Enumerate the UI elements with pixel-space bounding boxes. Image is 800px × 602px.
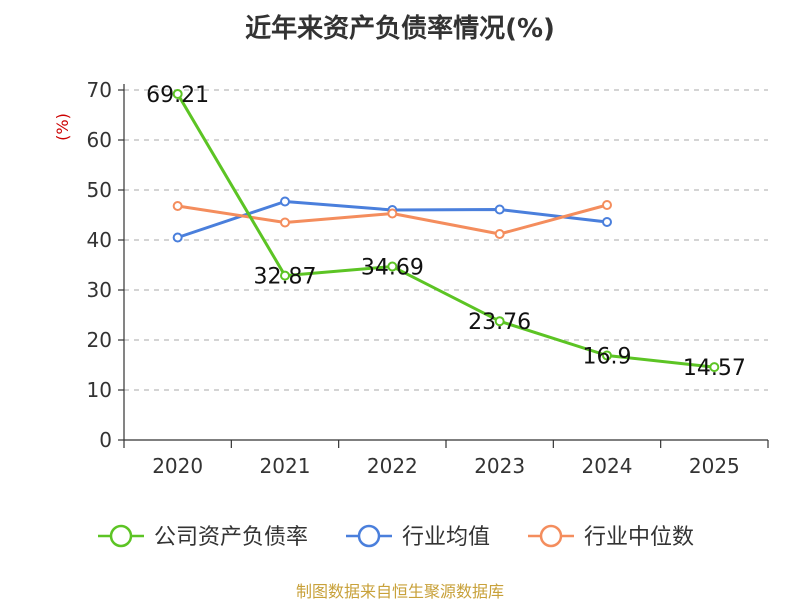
data-point [387,261,398,272]
data-point [494,229,505,239]
data-point [709,362,720,373]
legend-label: 行业均值 [402,525,490,550]
data-point [494,204,505,215]
legend-item[interactable]: 行业均值 [346,524,490,550]
data-label: 69.21 [146,83,209,108]
data-label: 23.76 [468,310,531,335]
data-point [172,88,183,99]
y-tick-label: 20 [87,328,112,352]
y-tick-label: 50 [87,178,112,202]
legend-marker [357,524,381,548]
y-tick-label: 40 [87,228,112,252]
legend-label: 行业中位数 [584,525,694,550]
data-label: 32.87 [254,265,317,290]
legend-item[interactable]: 公司资产负债率 [98,524,308,550]
data-point [602,200,612,210]
y-tick-label: 0 [99,428,112,452]
legend-marker [539,524,563,548]
x-tick-label: 2024 [582,454,633,478]
y-tick-label: 60 [87,128,112,152]
series-line [176,93,715,369]
y-tick-label: 30 [87,278,112,302]
x-tick-label: 2021 [260,454,311,478]
y-axis-label: (%) [53,113,72,141]
data-point [280,270,290,281]
data-point [280,217,290,228]
data-label: 14.57 [683,356,746,381]
chart-title: 近年来资产负债率情况(%) [245,14,555,44]
data-point [602,217,612,227]
data-point [602,350,612,361]
data-point [494,316,505,327]
x-tick-label: 2023 [474,454,525,478]
data-point [387,208,398,219]
data-point [172,201,183,211]
x-tick-label: 2020 [152,454,203,478]
data-point [280,196,290,207]
y-tick-label: 10 [87,378,112,402]
legend-marker [109,524,133,548]
y-tick-label: 70 [87,78,112,102]
data-source-note: 制图数据来自恒生聚源数据库 [295,582,504,601]
data-label: 16.9 [583,345,632,370]
data-point [172,232,183,243]
x-tick-label: 2022 [367,454,418,478]
data-label: 34.69 [361,256,424,281]
legend-label: 公司资产负债率 [154,525,308,550]
x-tick-label: 2025 [689,454,740,478]
legend-item[interactable]: 行业中位数 [528,524,694,550]
